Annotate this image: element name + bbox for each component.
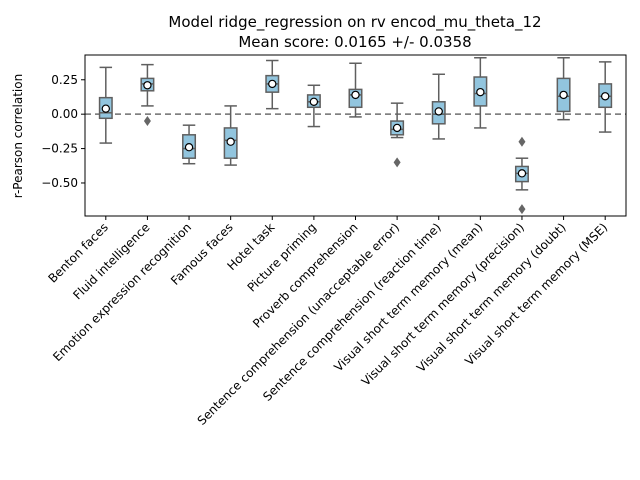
mean-marker [184, 142, 194, 152]
mean-marker [226, 137, 235, 146]
mean-marker [392, 123, 402, 133]
x-tick-label: Visual short term memory (doubt) [414, 220, 569, 375]
plot-frame [84, 54, 627, 217]
x-tick-label: Fluid intelligence [70, 220, 152, 302]
outlier-marker [143, 116, 151, 127]
y-tick-label: −0.50 [41, 176, 78, 190]
y-tick-label: 0.00 [51, 107, 78, 121]
x-tick-label: Visual short term memory (mean) [331, 220, 485, 374]
chart-title-line1: Model ridge_regression on rv encod_mu_th… [168, 13, 541, 32]
y-tick-label: 0.25 [51, 73, 78, 87]
outlier-marker [518, 204, 526, 215]
outlier-marker [518, 136, 526, 147]
mean-marker [143, 81, 152, 90]
mean-marker [268, 79, 277, 89]
mean-marker [309, 97, 319, 106]
chart-title-line2: Mean score: 0.0165 +/- 0.0358 [238, 33, 471, 51]
mean-marker [559, 90, 568, 100]
mean-marker [600, 92, 610, 101]
y-axis-label: r-Pearson correlation [11, 74, 25, 198]
mean-marker [101, 104, 111, 113]
mean-marker [351, 90, 360, 100]
y-tick-label: −0.25 [41, 142, 78, 156]
outlier-marker [393, 157, 401, 168]
mean-marker [434, 107, 443, 116]
mean-marker [517, 169, 527, 178]
mean-marker [476, 87, 485, 97]
